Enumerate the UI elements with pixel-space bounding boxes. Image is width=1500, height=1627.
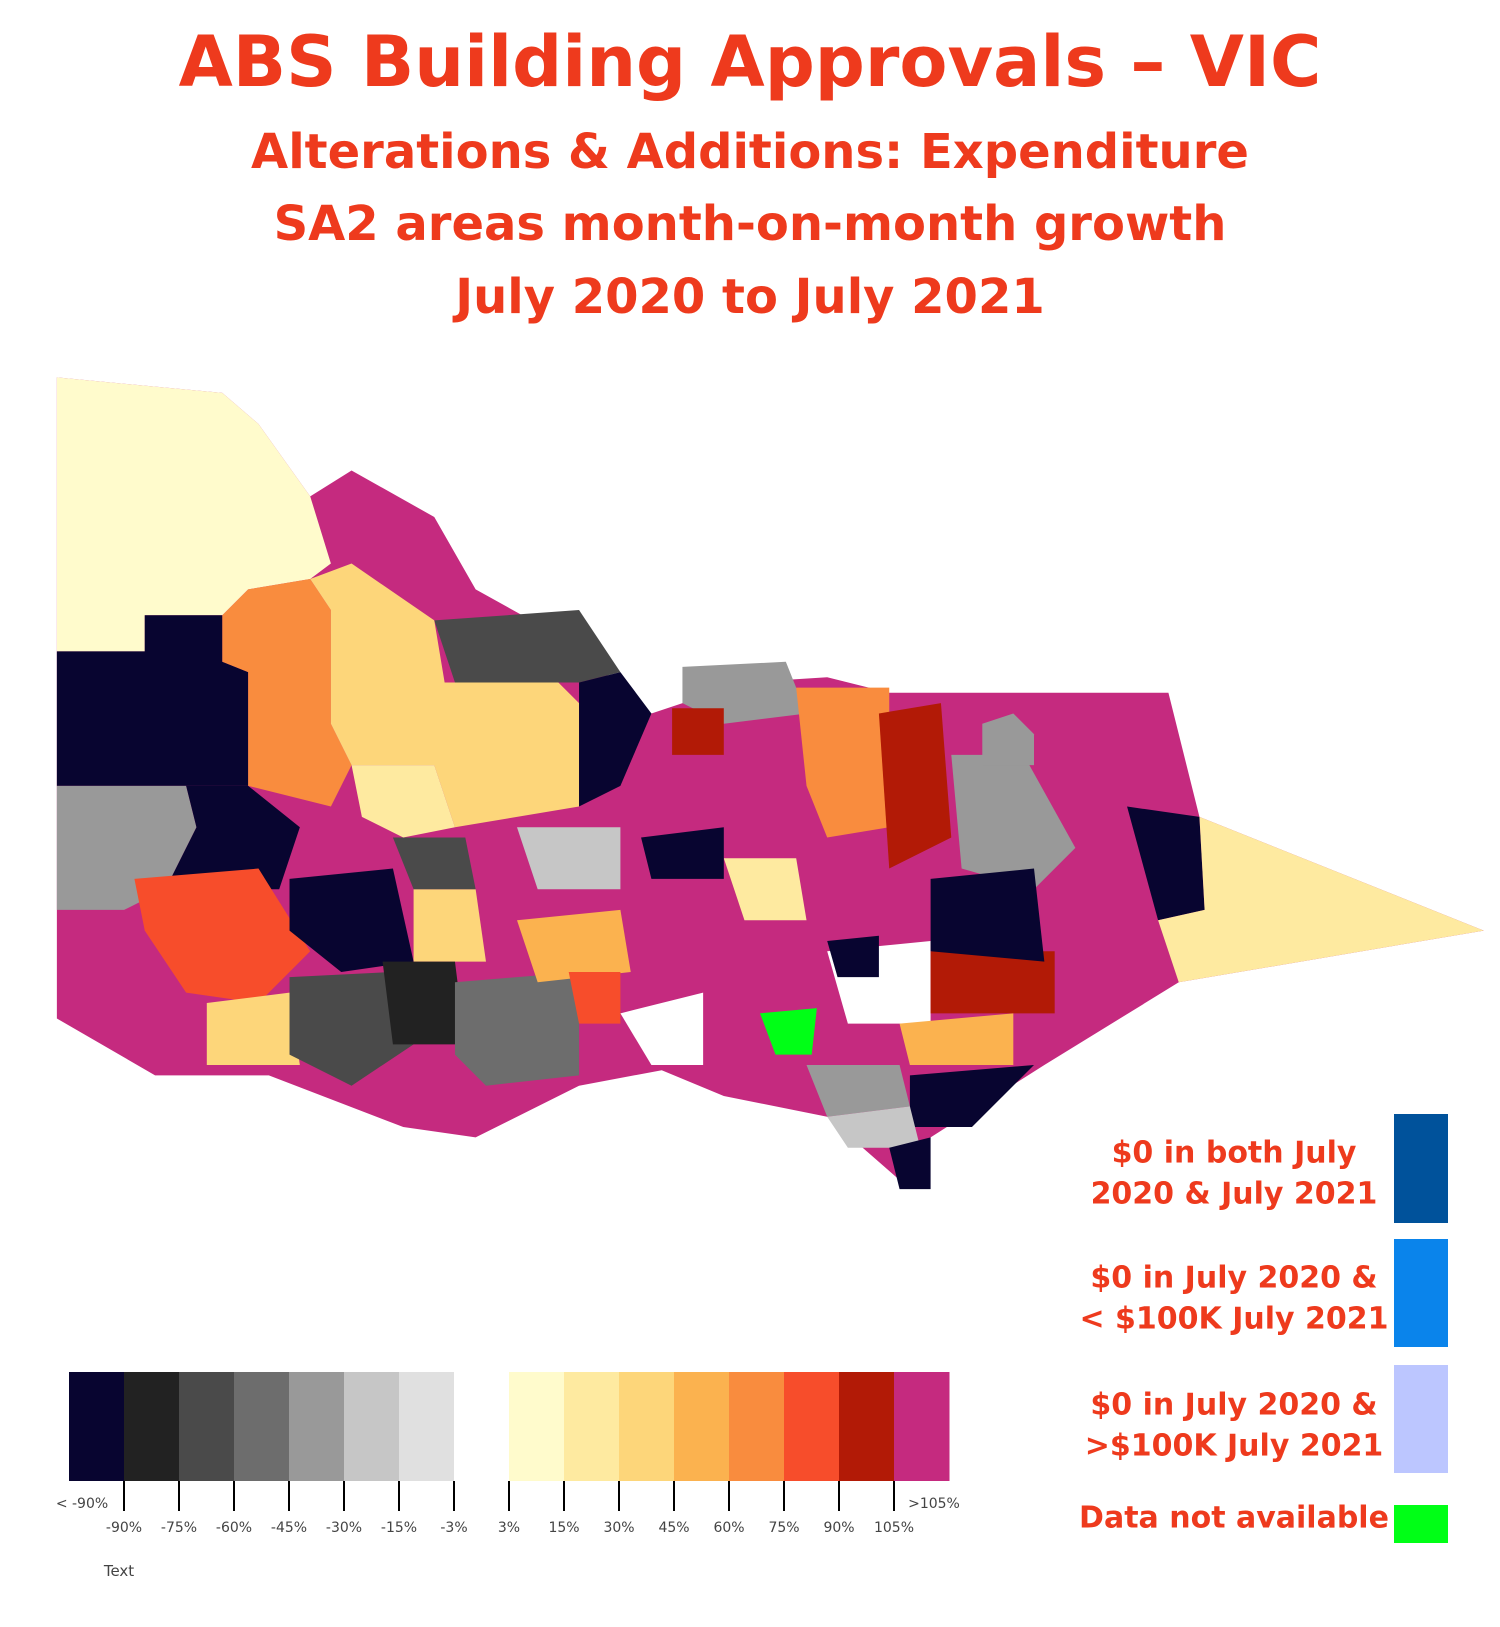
colorbar-swatch — [344, 1372, 400, 1481]
colorbar-swatch — [784, 1372, 840, 1481]
tick-label: 45% — [658, 1520, 689, 1536]
legend-label: $0 in both July — [1112, 1136, 1357, 1171]
colorbar-swatch — [894, 1372, 950, 1481]
colorbar-swatch — [509, 1372, 565, 1481]
legend-label: Data not available — [1079, 1501, 1389, 1536]
tick-label: >105% — [908, 1496, 960, 1512]
subtitle: Alterations & Additions: Expenditure — [251, 124, 1249, 180]
colorbar-swatch — [619, 1372, 675, 1481]
tick-label: 60% — [713, 1520, 744, 1536]
colorbar-swatch — [839, 1372, 895, 1481]
subtitle: July 2020 to July 2021 — [452, 269, 1045, 325]
tick-label: -90% — [106, 1520, 142, 1536]
tick-label: -75% — [161, 1520, 197, 1536]
colorbar-swatch — [179, 1372, 235, 1481]
subtitle: SA2 areas month-on-month growth — [274, 196, 1227, 252]
legend-swatch — [1394, 1114, 1448, 1223]
tick-label: -60% — [216, 1520, 252, 1536]
tick-label: -3% — [440, 1520, 467, 1536]
colorbar-swatch — [399, 1372, 455, 1481]
colorbar-swatch — [674, 1372, 730, 1481]
legend-label: $0 in July 2020 & — [1090, 1388, 1377, 1423]
tick-label: < -90% — [56, 1496, 108, 1512]
tick-label: -30% — [326, 1520, 362, 1536]
tick-label: 90% — [823, 1520, 854, 1536]
colorbar-swatch — [454, 1372, 510, 1481]
colorbar-caption: Text — [103, 1562, 134, 1580]
tick-label: 30% — [603, 1520, 634, 1536]
tick-label: -15% — [381, 1520, 417, 1536]
colorbar-swatch — [124, 1372, 180, 1481]
colorbar-swatch — [69, 1372, 125, 1481]
colorbar-swatch — [729, 1372, 785, 1481]
map — [56, 377, 1484, 1190]
legend-label: 2020 & July 2021 — [1091, 1177, 1378, 1212]
legend-label: >$100K July 2021 — [1085, 1429, 1384, 1464]
legend-label: $0 in July 2020 & — [1090, 1261, 1377, 1296]
tick-label: 75% — [768, 1520, 799, 1536]
tick-label: -45% — [271, 1520, 307, 1536]
colorbar-swatch — [564, 1372, 620, 1481]
colorbar-swatch — [234, 1372, 290, 1481]
tick-label: 3% — [498, 1520, 520, 1536]
legend-swatch — [1394, 1239, 1448, 1347]
legend-swatch — [1394, 1505, 1448, 1543]
legend-label: < $100K July 2021 — [1079, 1302, 1388, 1337]
side-legend: $0 in both July 2020 & July 2021 $0 in J… — [1079, 1136, 1389, 1536]
colorbar-swatch — [289, 1372, 345, 1481]
title: ABS Building Approvals – VIC — [179, 21, 1322, 103]
legend-swatch — [1394, 1365, 1448, 1473]
tick-label: 15% — [548, 1520, 579, 1536]
tick-label: 105% — [874, 1520, 914, 1536]
colorbar: -90% -75% -60% -45% -30% -15% -3% 3% 15% 30% 45% 60… — [56, 1372, 960, 1536]
